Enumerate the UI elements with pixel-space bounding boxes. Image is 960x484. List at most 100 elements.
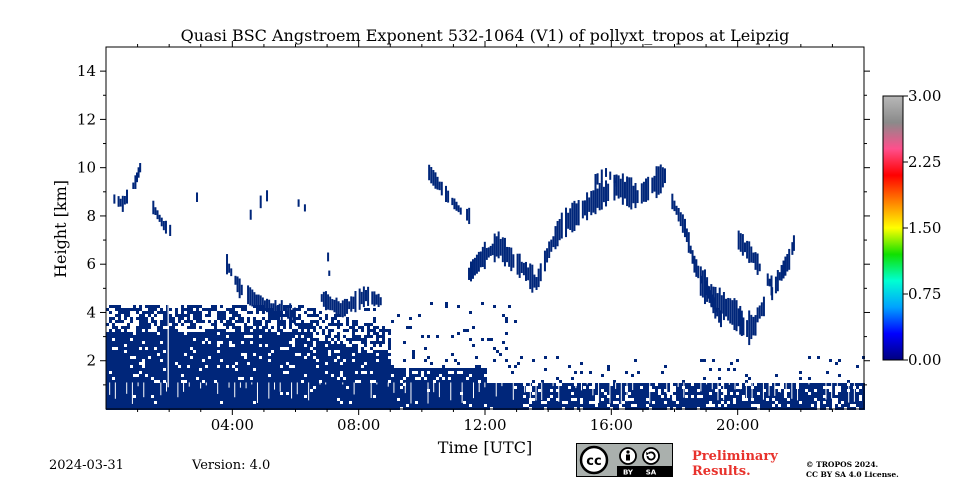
heatmap-cell <box>319 377 322 380</box>
heatmap-cell <box>409 317 412 320</box>
heatmap-cell <box>424 383 427 386</box>
heatmap-cell <box>775 404 778 407</box>
surface-gap <box>256 382 258 404</box>
heatmap-cell <box>403 398 406 401</box>
heatmap-cell <box>256 347 259 350</box>
heatmap-cell <box>112 398 115 401</box>
heatmap-cell <box>181 392 184 395</box>
heatmap-cell <box>663 168 666 184</box>
heatmap-cell <box>319 395 322 398</box>
heatmap-cell <box>166 314 169 317</box>
heatmap-cell <box>418 374 421 377</box>
heatmap-cell <box>268 329 271 332</box>
heatmap-cell <box>283 332 286 335</box>
heatmap-cell <box>454 377 457 380</box>
heatmap-cell <box>139 380 142 383</box>
heatmap-cell <box>520 383 523 386</box>
heatmap-cell <box>598 398 601 401</box>
heatmap-cell <box>355 377 358 380</box>
heatmap-cell <box>145 359 148 362</box>
heatmap-cell <box>118 332 121 335</box>
heatmap-cell <box>271 404 274 407</box>
heatmap-cell <box>226 353 229 356</box>
heatmap-cell <box>361 395 364 398</box>
heatmap-cell <box>217 374 220 377</box>
heatmap-cell <box>157 389 160 392</box>
heatmap-cell <box>334 335 337 338</box>
heatmap-cell <box>175 308 178 311</box>
heatmap-cell <box>250 359 253 362</box>
heatmap-cell <box>634 182 637 209</box>
heatmap-cell <box>469 389 472 392</box>
heatmap-cell <box>223 317 226 320</box>
heatmap-cell <box>469 401 472 404</box>
heatmap-cell <box>160 395 163 398</box>
heatmap-cell <box>459 207 462 215</box>
heatmap-cell <box>469 395 472 398</box>
heatmap-cell <box>175 359 178 362</box>
heatmap-cell <box>760 302 763 317</box>
heatmap-cell <box>202 374 205 377</box>
heatmap-cell <box>436 368 439 371</box>
heatmap-cell <box>265 395 268 398</box>
heatmap-cell <box>613 386 616 389</box>
surface-gap <box>438 382 440 398</box>
heatmap-cell <box>421 401 424 404</box>
heatmap-cell <box>364 353 367 356</box>
heatmap-cell <box>310 398 313 401</box>
heatmap-cell <box>733 389 736 392</box>
heatmap-cell <box>286 356 289 359</box>
heatmap-cell <box>286 377 289 380</box>
surface-gap <box>325 382 327 385</box>
heatmap-cell <box>259 386 262 389</box>
heatmap-cell <box>811 386 814 389</box>
heatmap-cell <box>307 365 310 368</box>
surface-gap <box>472 382 474 399</box>
heatmap-cell <box>313 347 316 350</box>
heatmap-cell <box>670 401 673 404</box>
heatmap-cell <box>118 308 121 311</box>
heatmap-cell <box>580 404 583 407</box>
heatmap-cell <box>382 365 385 368</box>
heatmap-cell <box>316 332 319 335</box>
heatmap-cell <box>769 404 772 407</box>
heatmap-cell <box>484 386 487 389</box>
heatmap-cell <box>736 398 739 401</box>
surface-gap <box>205 382 207 386</box>
heatmap-cell <box>127 338 130 341</box>
heatmap-cell <box>211 350 214 353</box>
heatmap-cell <box>397 392 400 395</box>
heatmap-cell <box>601 392 604 395</box>
heatmap-cell <box>127 398 130 401</box>
heatmap-cell <box>403 389 406 392</box>
heatmap-cell <box>481 338 484 341</box>
heatmap-cell <box>436 398 439 401</box>
heatmap-cell <box>373 371 376 374</box>
heatmap-cell <box>265 368 268 371</box>
heatmap-cell <box>235 395 238 398</box>
heatmap-cell <box>154 341 157 344</box>
heatmap-cell <box>289 347 292 350</box>
heatmap-cell <box>742 389 745 392</box>
heatmap-cell <box>151 362 154 365</box>
heatmap-cell <box>134 175 137 189</box>
heatmap-cell <box>172 404 175 407</box>
heatmap-cell <box>568 383 571 386</box>
heatmap-cell <box>526 398 529 401</box>
heatmap-cell <box>573 200 576 232</box>
heatmap-cell <box>238 401 241 404</box>
heatmap-cell <box>187 332 190 335</box>
heatmap-cell <box>160 365 163 368</box>
heatmap-cell <box>706 395 709 398</box>
heatmap-cell <box>691 392 694 395</box>
heatmap-cell <box>349 371 352 374</box>
heatmap-cell <box>346 401 349 404</box>
heatmap-cell <box>409 326 412 329</box>
heatmap-cell <box>454 395 457 398</box>
heatmap-cell <box>856 383 859 386</box>
heatmap-cell <box>434 172 437 189</box>
heatmap-cell <box>181 401 184 404</box>
surface-gap <box>484 382 486 388</box>
heatmap-cell <box>151 305 154 308</box>
heatmap-cell <box>220 398 223 401</box>
